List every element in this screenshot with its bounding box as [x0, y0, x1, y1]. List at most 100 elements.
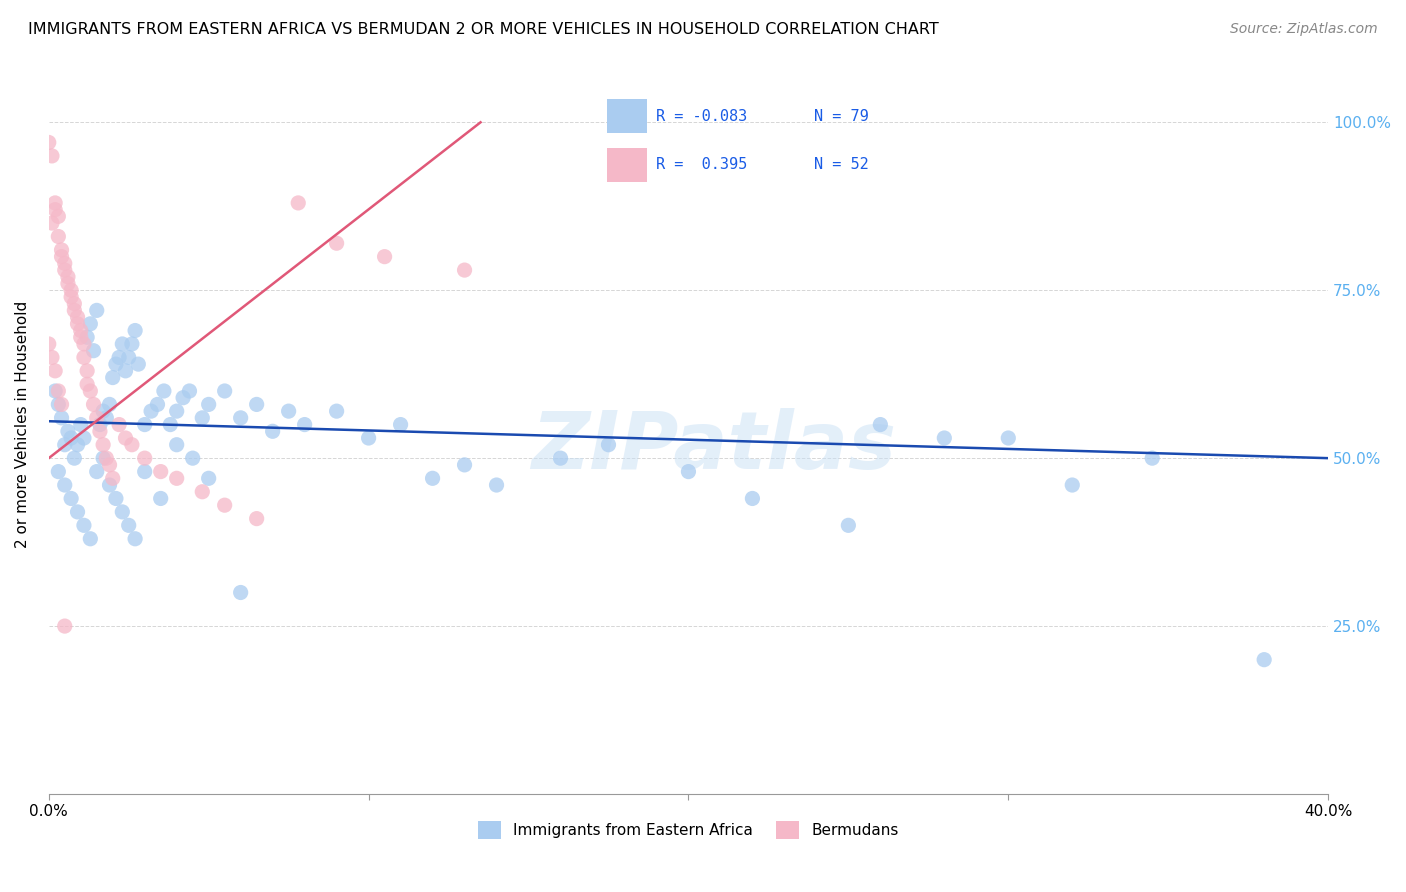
- Point: [678, 465, 700, 479]
- Point: [108, 417, 131, 432]
- Point: [118, 351, 141, 365]
- Point: [51, 243, 73, 257]
- Point: [76, 377, 98, 392]
- Point: [246, 397, 269, 411]
- Point: [83, 343, 105, 358]
- Point: [108, 351, 131, 365]
- Point: [91, 451, 114, 466]
- Point: [53, 619, 76, 633]
- Point: [166, 438, 188, 452]
- Point: [172, 391, 194, 405]
- Point: [124, 532, 146, 546]
- Point: [83, 397, 105, 411]
- Text: Source: ZipAtlas.com: Source: ZipAtlas.com: [1230, 22, 1378, 37]
- Point: [294, 417, 316, 432]
- Point: [422, 471, 444, 485]
- Point: [934, 431, 956, 445]
- Point: [325, 236, 347, 251]
- Point: [197, 471, 219, 485]
- Point: [60, 290, 83, 304]
- Text: R =  0.395: R = 0.395: [657, 157, 748, 171]
- Point: [104, 357, 127, 371]
- Point: [153, 384, 176, 398]
- Point: [121, 337, 143, 351]
- Point: [179, 384, 201, 398]
- Point: [60, 283, 83, 297]
- Point: [98, 478, 121, 492]
- Point: [1253, 653, 1275, 667]
- Point: [79, 384, 101, 398]
- Text: R = -0.083: R = -0.083: [657, 110, 748, 124]
- Point: [41, 216, 63, 230]
- Text: IMMIGRANTS FROM EASTERN AFRICA VS BERMUDAN 2 OR MORE VEHICLES IN HOUSEHOLD CORRE: IMMIGRANTS FROM EASTERN AFRICA VS BERMUD…: [28, 22, 939, 37]
- Point: [46, 465, 69, 479]
- Point: [127, 357, 149, 371]
- FancyBboxPatch shape: [607, 99, 647, 133]
- Point: [101, 471, 124, 485]
- Point: [111, 337, 134, 351]
- Point: [101, 370, 124, 384]
- Point: [134, 451, 156, 466]
- Point: [121, 438, 143, 452]
- Point: [134, 465, 156, 479]
- Point: [214, 498, 236, 512]
- Point: [66, 317, 89, 331]
- Point: [44, 364, 66, 378]
- Point: [56, 277, 79, 291]
- Point: [166, 404, 188, 418]
- Point: [38, 136, 60, 150]
- Point: [96, 451, 118, 466]
- Point: [86, 410, 108, 425]
- Point: [53, 478, 76, 492]
- Point: [89, 425, 111, 439]
- Point: [453, 263, 475, 277]
- Point: [53, 438, 76, 452]
- Point: [149, 465, 172, 479]
- Point: [325, 404, 347, 418]
- Point: [86, 303, 108, 318]
- Point: [44, 384, 66, 398]
- Point: [111, 505, 134, 519]
- Text: N = 79: N = 79: [814, 110, 869, 124]
- Point: [63, 296, 86, 310]
- Point: [98, 397, 121, 411]
- Point: [69, 417, 91, 432]
- Point: [159, 417, 181, 432]
- Point: [46, 210, 69, 224]
- Point: [79, 317, 101, 331]
- Point: [453, 458, 475, 472]
- Legend: Immigrants from Eastern Africa, Bermudans: Immigrants from Eastern Africa, Bermudan…: [472, 814, 905, 846]
- Point: [598, 438, 620, 452]
- Point: [51, 397, 73, 411]
- Point: [53, 256, 76, 270]
- Point: [229, 585, 252, 599]
- Point: [997, 431, 1019, 445]
- Point: [287, 195, 309, 210]
- Point: [869, 417, 891, 432]
- Point: [139, 404, 162, 418]
- Point: [51, 250, 73, 264]
- Point: [550, 451, 572, 466]
- Point: [1062, 478, 1084, 492]
- Point: [246, 511, 269, 525]
- Point: [63, 451, 86, 466]
- Point: [214, 384, 236, 398]
- Point: [46, 229, 69, 244]
- Point: [44, 202, 66, 217]
- Point: [191, 410, 214, 425]
- Point: [166, 471, 188, 485]
- Point: [73, 431, 96, 445]
- Point: [91, 438, 114, 452]
- Point: [73, 337, 96, 351]
- Point: [56, 425, 79, 439]
- Point: [53, 263, 76, 277]
- Point: [837, 518, 859, 533]
- Text: ZIPatlas: ZIPatlas: [531, 408, 897, 486]
- Point: [485, 478, 508, 492]
- Point: [63, 303, 86, 318]
- Point: [741, 491, 763, 506]
- Point: [46, 397, 69, 411]
- Point: [91, 404, 114, 418]
- Point: [44, 195, 66, 210]
- Point: [96, 410, 118, 425]
